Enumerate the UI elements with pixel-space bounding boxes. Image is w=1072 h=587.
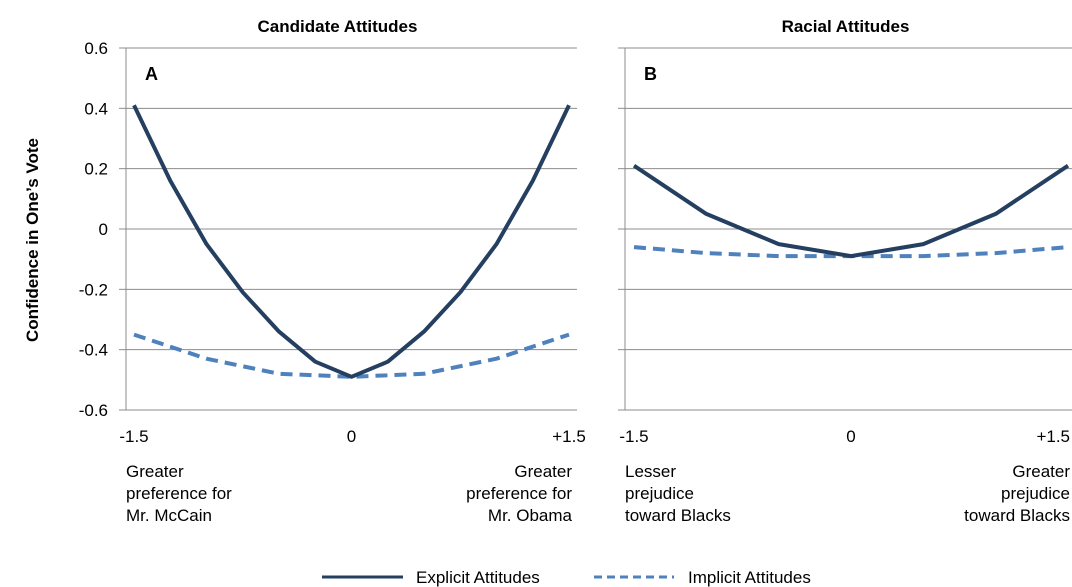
y-axis-label: Confidence in One’s Vote xyxy=(23,138,42,342)
y-tick-label: -0.2 xyxy=(79,280,108,299)
series-line-implicit-attitudes xyxy=(133,332,570,379)
panel-title: Candidate Attitudes xyxy=(258,17,418,36)
x-end-label-left: toward Blacks xyxy=(625,506,731,525)
y-tick-label: -0.6 xyxy=(79,401,108,420)
series-line-explicit-attitudes xyxy=(132,104,571,379)
x-end-label-left: Mr. McCain xyxy=(126,506,212,525)
panel-title: Racial Attitudes xyxy=(782,17,910,36)
panel-letter: B xyxy=(644,64,657,84)
x-end-label-right: toward Blacks xyxy=(964,506,1070,525)
x-tick-label: +1.5 xyxy=(552,427,586,446)
x-end-label-right: prejudice xyxy=(1001,484,1070,503)
x-end-label-right: preference for xyxy=(466,484,572,503)
x-end-label-left: Greater xyxy=(126,462,184,481)
y-tick-label: 0.2 xyxy=(84,160,108,179)
x-end-label-right: Greater xyxy=(1012,462,1070,481)
x-tick-label: +1.5 xyxy=(1036,427,1070,446)
panel-letter: A xyxy=(145,64,158,84)
legend-label-explicit: Explicit Attitudes xyxy=(416,568,540,587)
panel-candidate-attitudes: Candidate Attitudes 0.6 0.4 0.2 0 -0.2 -0.4 -0.… xyxy=(79,17,586,525)
y-tick-label: 0 xyxy=(99,220,108,239)
x-end-label-left: preference for xyxy=(126,484,232,503)
x-tick-label: -1.5 xyxy=(619,427,648,446)
y-tick-label: 0.6 xyxy=(84,39,108,58)
x-end-label-right: Mr. Obama xyxy=(488,506,573,525)
x-end-label-right: Greater xyxy=(514,462,572,481)
x-tick-label: -1.5 xyxy=(119,427,148,446)
legend: Explicit Attitudes Implicit Attitudes xyxy=(322,568,811,587)
legend-label-implicit: Implicit Attitudes xyxy=(688,568,811,587)
x-end-label-left: Lesser xyxy=(625,462,676,481)
y-tick-label: -0.4 xyxy=(79,341,108,360)
x-tick-label: 0 xyxy=(846,427,855,446)
y-tick-label: 0.4 xyxy=(84,99,108,118)
series-line-explicit-attitudes xyxy=(632,164,1070,259)
x-end-label-left: prejudice xyxy=(625,484,694,503)
panel-racial-attitudes: Racial Attitudes -1.5 0 +1.5 Lesser prejudice… xyxy=(618,17,1072,525)
x-tick-label: 0 xyxy=(347,427,356,446)
